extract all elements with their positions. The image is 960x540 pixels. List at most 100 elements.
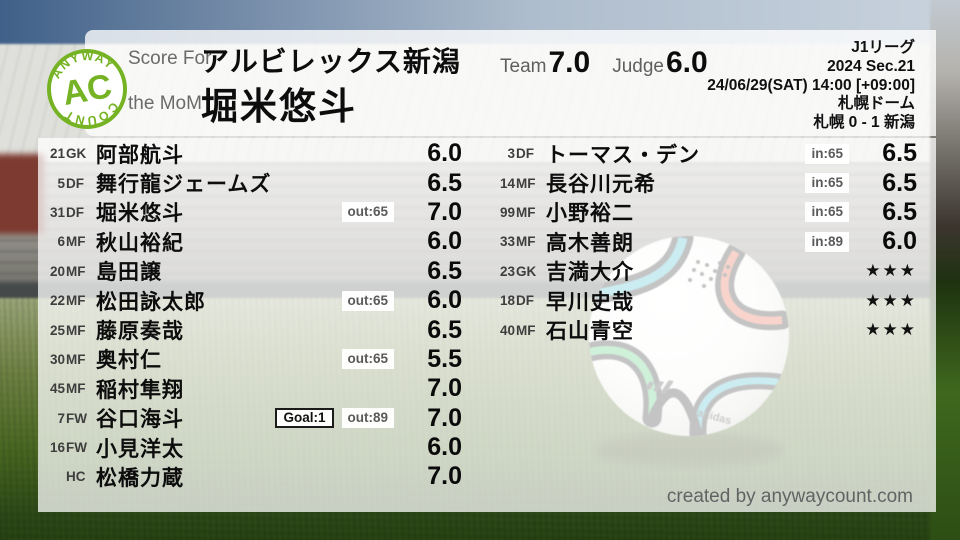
player-name: 秋山裕紀 [96, 231, 184, 255]
player-name: 早川史哉 [546, 290, 634, 314]
red-seats [0, 154, 44, 234]
team-name: アルビレックス新潟 [201, 46, 461, 77]
player-score: ★★★ [865, 290, 917, 310]
player-number: 30 [49, 351, 65, 367]
content-panel [38, 138, 936, 512]
player-number: 99 [499, 204, 515, 220]
player-position: DF [516, 293, 534, 309]
mom-label: the MoM [128, 93, 202, 114]
player-score: 6.5 [882, 168, 917, 197]
player-row: 40 MF 石山青空 ★★★ [490, 315, 917, 344]
player-position: MF [516, 175, 536, 191]
score-for-label: Score For [128, 48, 212, 69]
player-number: 22 [49, 293, 65, 309]
player-position: DF [66, 204, 84, 220]
player-score: 6.0 [427, 286, 462, 315]
player-score: 7.0 [427, 374, 462, 403]
player-number: 31 [49, 204, 65, 220]
player-score: 6.5 [882, 197, 917, 226]
player-badges: out:65 [341, 202, 394, 223]
player-row: 23 GK 吉満大介 ★★★ [490, 257, 917, 286]
player-name: 稲村隼翔 [96, 378, 184, 402]
player-row: 22 MF 松田詠太郎 out:65 6.0 [40, 286, 462, 315]
player-position: DF [516, 146, 534, 162]
substitution-badge: out:65 [341, 290, 394, 311]
player-position: MF [516, 204, 536, 220]
player-row: 33 MF 高木善朗 in:89 6.0 [490, 227, 917, 256]
player-score: 6.5 [427, 315, 462, 344]
season-section: 2024 Sec.21 [827, 57, 915, 75]
player-row: 45 MF 稲村隼翔 7.0 [40, 374, 462, 403]
player-position: FW [66, 440, 87, 456]
player-badges: in:65 [805, 173, 849, 194]
substitution-badge: out:65 [341, 349, 394, 370]
player-badges: Goal:1 out:89 [275, 408, 394, 429]
player-score: 7.0 [427, 403, 462, 432]
player-score: ★★★ [865, 261, 917, 281]
player-position: MF [66, 381, 86, 397]
substitution-badge: in:89 [805, 231, 849, 252]
player-number: 33 [499, 234, 515, 250]
player-number: 7 [57, 410, 65, 426]
substitution-badge: out:89 [341, 408, 394, 429]
player-number: 45 [49, 381, 65, 397]
player-number: 40 [499, 322, 515, 338]
player-badges: in:65 [805, 143, 849, 164]
player-name: 奥村仁 [96, 349, 162, 373]
header-panel [85, 30, 936, 136]
player-number: 3 [507, 146, 515, 162]
player-score: 6.0 [882, 227, 917, 256]
substitution-badge: out:65 [341, 202, 394, 223]
player-row: 25 MF 藤原奏哉 6.5 [40, 315, 462, 344]
goal-badge: Goal:1 [275, 408, 334, 429]
player-badges: out:65 [341, 290, 394, 311]
league-name: J1リーグ [851, 39, 915, 56]
player-row: 21 GK 阿部航斗 6.0 [40, 139, 462, 168]
player-row: 14 MF 長谷川元希 in:65 6.5 [490, 168, 917, 197]
match-info: J1リーグ 2024 Sec.21 24/06/29(SAT) 14:00 [+… [707, 39, 915, 133]
player-number: 5 [57, 175, 65, 191]
player-number: 16 [49, 440, 65, 456]
player-row: HC 松橋力蔵 7.0 [40, 462, 462, 491]
player-number: 21 [49, 146, 65, 162]
player-number: 23 [499, 263, 515, 279]
player-number: 25 [49, 322, 65, 338]
player-position: GK [516, 263, 537, 279]
player-position: MF [66, 234, 86, 250]
judge-score-label: Judge [612, 56, 664, 77]
player-name: 高木善朗 [546, 231, 634, 255]
player-score: ★★★ [865, 320, 917, 340]
match-result: 札幌 0 - 1 新潟 [813, 114, 915, 132]
player-score: 7.0 [427, 462, 462, 491]
substitution-badge: in:65 [805, 173, 849, 194]
player-badges: in:89 [805, 231, 849, 252]
player-badges: in:65 [805, 202, 849, 223]
player-name: 島田譲 [96, 261, 162, 285]
team-score-label: Team [500, 56, 547, 77]
player-row: 20 MF 島田譲 6.5 [40, 257, 462, 286]
player-score: 6.5 [882, 139, 917, 168]
player-name: 堀米悠斗 [96, 202, 184, 226]
player-position: HC [66, 469, 86, 485]
player-row: 3 DF トーマス・デン in:65 6.5 [490, 139, 917, 168]
player-number: 14 [499, 175, 515, 191]
player-position: MF [66, 322, 86, 338]
player-position: MF [516, 234, 536, 250]
venue-name: 札幌ドーム [837, 95, 915, 113]
player-score: 5.5 [427, 344, 462, 373]
player-position: MF [66, 263, 86, 279]
anywaycount-logo: ANYWAY COUNT AC [46, 48, 127, 130]
player-name: 長谷川元希 [546, 173, 656, 197]
substitutes-column: 3 DF トーマス・デン in:65 6.5 14 MF 長谷川元希 in:65… [490, 139, 917, 345]
player-score: 6.0 [427, 433, 462, 462]
player-position: GK [66, 146, 87, 162]
player-number: 18 [499, 293, 515, 309]
player-name: 小野裕二 [546, 202, 634, 226]
player-row: 5 DF 舞行龍ジェームズ 6.5 [40, 168, 462, 197]
player-name: 松橋力蔵 [96, 467, 184, 490]
player-row: 18 DF 早川史哉 ★★★ [490, 286, 917, 315]
player-score: 6.5 [427, 168, 462, 197]
player-position: FW [66, 410, 87, 426]
player-row: 30 MF 奥村仁 out:65 5.5 [40, 345, 462, 374]
